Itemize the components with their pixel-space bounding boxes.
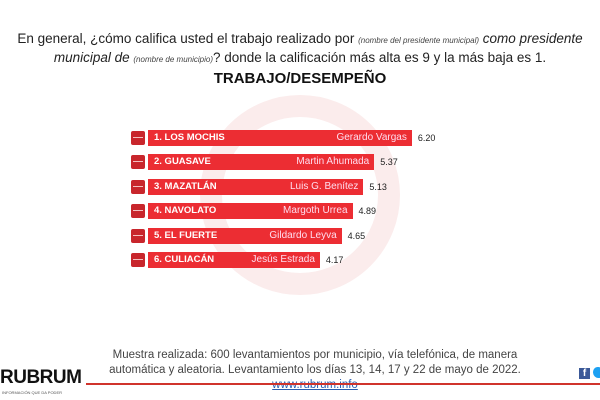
- bar-president-label: Martin Ahumada: [296, 156, 370, 168]
- bar-value-label: 4.89: [358, 206, 377, 217]
- bar-president-label: Luis G. Benítez: [290, 180, 359, 192]
- bar-value-label: 4.17: [325, 255, 344, 265]
- bar-value-label: 4.65: [347, 230, 366, 241]
- bar-category-label: 6. CULIACÁN: [154, 254, 215, 265]
- bar: 2. GUASAVE Martin Ahumada: [148, 154, 375, 171]
- municipality-logo-icon: [131, 131, 145, 145]
- bar-category-label: 4. NAVOLATO: [154, 205, 217, 217]
- bar-president-label: Gildardo Leyva: [269, 229, 337, 241]
- footer-note: Muestra realizada: 600 levantamientos po…: [109, 349, 521, 391]
- bar-president-label: Margoth Urrea: [283, 205, 348, 217]
- municipality-logo-icon: [131, 253, 145, 267]
- bar-president-label: Jesús Estrada: [251, 254, 315, 265]
- bar-category-label: 3. MAZATLÁN: [154, 180, 217, 192]
- municipality-logo-icon: [131, 179, 145, 194]
- bar-president-label: Gerardo Vargas: [336, 132, 407, 143]
- logo-tagline: INFORMACIÓN QUE DA PODER: [2, 390, 63, 395]
- twitter-icon[interactable]: [593, 367, 600, 378]
- bar-value-label: 5.13: [369, 181, 387, 192]
- website-link[interactable]: www.rubrum.info: [272, 379, 358, 391]
- rubrum-logo: RUBRUM: [0, 367, 82, 388]
- bar-category-label: 1. LOS MOCHIS: [154, 132, 225, 143]
- municipality-logo-icon: [131, 228, 145, 243]
- bar: 4. NAVOLATO Margoth Urrea: [148, 203, 353, 220]
- municipality-logo-icon: [131, 204, 145, 219]
- bar-category-label: 5. EL FUERTE: [154, 229, 218, 241]
- footer-divider: [86, 383, 600, 385]
- bar: 5. EL FUERTE Gildardo Leyva: [148, 227, 342, 244]
- bar-value-label: 6.20: [417, 133, 436, 143]
- bar-category-label: 2. GUASAVE: [154, 156, 211, 168]
- municipality-logo-icon: [131, 155, 145, 170]
- bar-value-label: 5.37: [380, 157, 398, 168]
- bar: 3. MAZATLÁN Luis G. Benítez: [148, 178, 364, 195]
- facebook-icon[interactable]: f: [579, 368, 590, 379]
- bar: 6. CULIACÁN Jesús Estrada: [148, 252, 320, 268]
- chart-title: TRABAJO/DESEMPEÑO: [213, 70, 387, 87]
- bar: 1. LOS MOCHIS Gerardo Vargas: [148, 130, 412, 146]
- survey-question: En general, ¿cómo califica usted el trab…: [17, 31, 583, 65]
